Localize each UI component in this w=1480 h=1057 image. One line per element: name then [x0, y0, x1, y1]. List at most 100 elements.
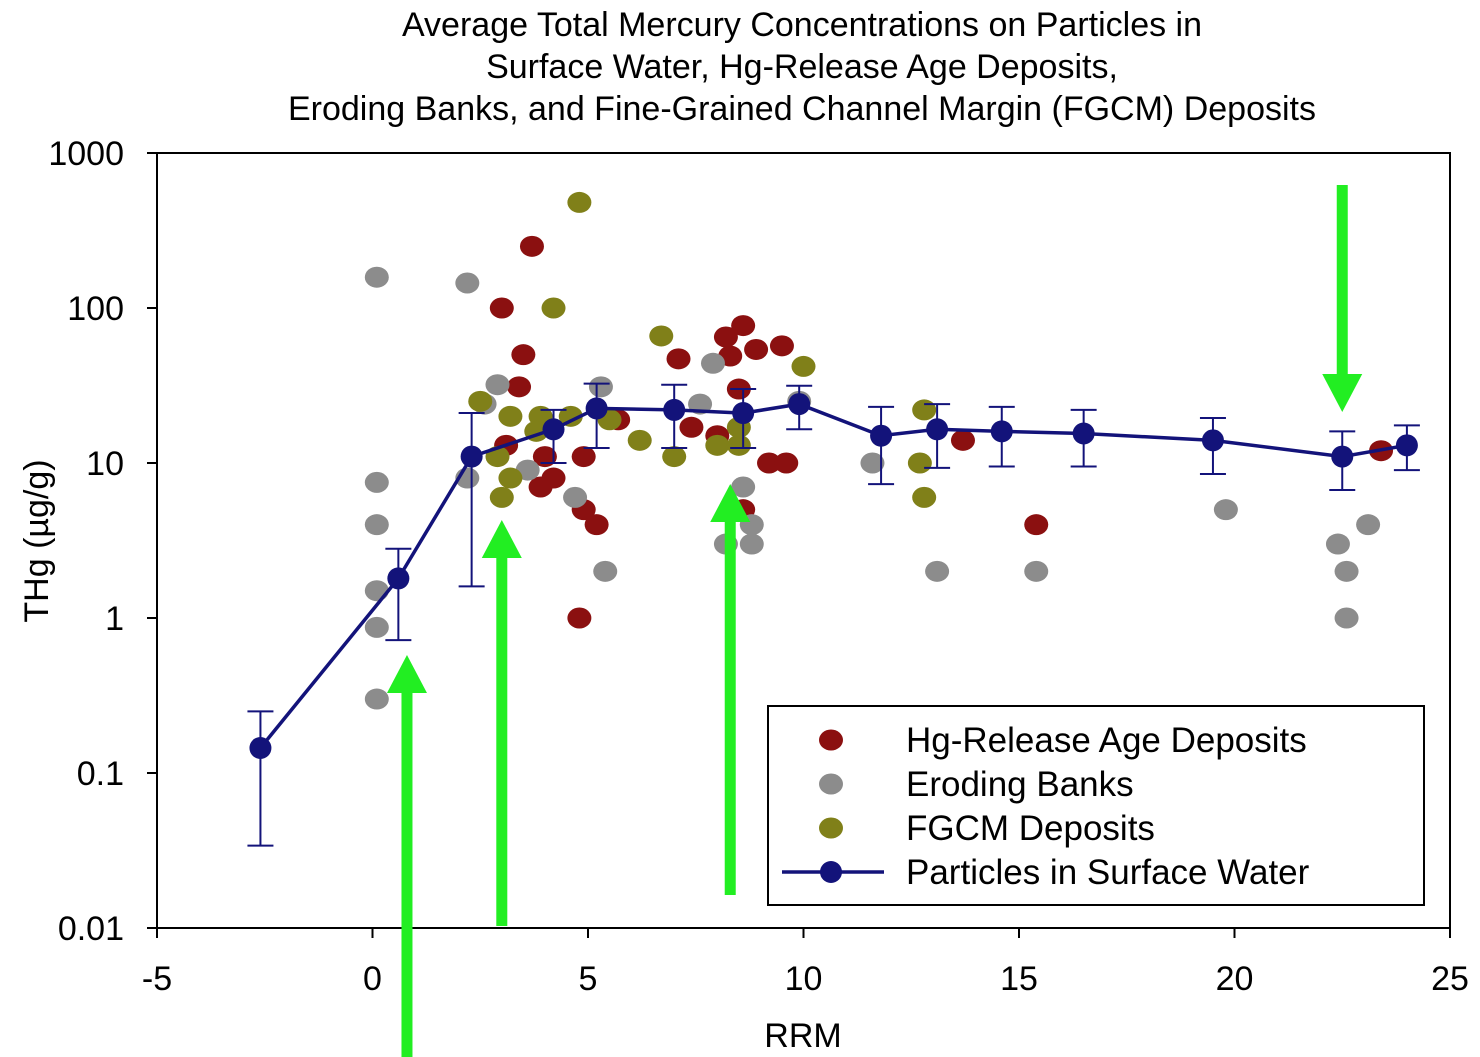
scatter-point — [739, 533, 764, 555]
scatter-point — [1024, 514, 1049, 536]
line-marker — [1331, 445, 1354, 468]
line-marker — [870, 424, 893, 447]
line-marker — [788, 393, 811, 416]
chart-title-line-2: Surface Water, Hg-Release Age Deposits, — [486, 48, 1118, 86]
scatter-point — [468, 390, 493, 412]
line-marker — [990, 420, 1013, 443]
scatter-point — [860, 452, 885, 474]
scatter-point — [498, 405, 523, 427]
scatter-point — [666, 348, 691, 370]
line-marker — [542, 418, 565, 441]
scatter-point — [511, 344, 536, 366]
scatter-point — [541, 297, 566, 319]
line-marker — [926, 418, 949, 441]
scatter-point — [726, 434, 751, 456]
scatter-point — [519, 235, 544, 257]
scatter-point — [769, 335, 794, 357]
scatter-point — [744, 338, 769, 360]
surface-water-series — [247, 382, 1420, 847]
line-marker — [460, 445, 483, 468]
scatter-point — [593, 560, 618, 582]
line-marker — [1072, 422, 1095, 445]
arrow-up-icon — [481, 520, 522, 558]
y-tick-label: 0.01 — [58, 910, 124, 948]
y-tick-label: 10 — [86, 445, 124, 483]
scatter-point — [1334, 607, 1359, 629]
arrow-up-icon — [386, 655, 427, 693]
legend-label: Hg-Release Age Deposits — [906, 721, 1307, 760]
scatter-point — [507, 376, 532, 398]
scatter-point — [627, 429, 652, 451]
x-axis-label: RRM — [764, 1017, 841, 1055]
arrow-down-icon — [1322, 374, 1363, 412]
scatter-point — [907, 452, 932, 474]
scatter-point — [791, 355, 816, 377]
scatter-point — [563, 486, 588, 508]
scatter-point — [1213, 499, 1238, 521]
legend-marker — [819, 729, 843, 751]
legend: Hg-Release Age Deposits Eroding Banks FGCM… — [767, 705, 1425, 906]
y-axis: 0.01 0.1 1 10 100 1000 — [48, 135, 157, 948]
scatter-point — [757, 452, 782, 474]
x-tick-label: 15 — [1000, 960, 1038, 998]
line-marker — [1201, 429, 1224, 452]
y-tick-label: 1 — [105, 600, 124, 638]
scatter-point — [558, 405, 583, 427]
line-marker — [249, 736, 272, 759]
scatter-point — [731, 315, 756, 337]
x-axis: -5 0 5 10 15 20 25 — [142, 928, 1469, 998]
x-tick-label: 25 — [1431, 960, 1469, 998]
y-tick-label: 1000 — [48, 135, 124, 173]
line-marker — [387, 567, 410, 590]
legend-marker — [819, 773, 843, 795]
scatter-points — [364, 191, 1394, 710]
scatter-point — [364, 471, 389, 493]
x-tick-label: 5 — [579, 960, 598, 998]
scatter-point — [455, 272, 480, 294]
scatter-point — [925, 560, 950, 582]
y-tick-label: 0.1 — [77, 755, 124, 793]
scatter-point — [713, 326, 738, 348]
chart-title-line-3: Eroding Banks, and Fine-Grained Channel … — [288, 90, 1316, 128]
chart-title: Average Total Mercury Concentrations on … — [288, 6, 1316, 128]
series-0-points — [489, 235, 1394, 629]
scatter-point — [584, 514, 609, 536]
scatter-point — [364, 580, 389, 602]
scatter-point — [364, 616, 389, 638]
legend-label: Eroding Banks — [906, 765, 1134, 804]
chart-title-line-1: Average Total Mercury Concentrations on … — [402, 6, 1202, 44]
scatter-point — [364, 514, 389, 536]
scatter-point — [1325, 533, 1350, 555]
series-1-points — [364, 266, 1381, 710]
scatter-point — [567, 607, 592, 629]
scatter-point — [662, 446, 687, 468]
scatter-point — [912, 486, 937, 508]
scatter-point — [912, 399, 937, 421]
scatter-point — [1356, 514, 1381, 536]
x-tick-label: -5 — [142, 960, 172, 998]
y-axis-label: THg (µg/g) — [18, 459, 56, 622]
scatter-point — [649, 325, 674, 347]
arrow-up-icon — [710, 484, 751, 522]
scatter-point — [498, 467, 523, 489]
scatter-point — [1024, 560, 1049, 582]
annotation-arrows — [386, 185, 1363, 1057]
line-marker — [1395, 434, 1418, 457]
scatter-point — [679, 416, 704, 438]
scatter-point — [731, 476, 756, 498]
x-tick-label: 10 — [785, 960, 823, 998]
legend-label: Particles in Surface Water — [906, 853, 1310, 892]
legend-marker — [819, 817, 843, 839]
legend-label: FGCM Deposits — [906, 809, 1155, 848]
scatter-point — [364, 688, 389, 710]
legend-marker — [820, 861, 842, 883]
line-marker — [732, 402, 755, 425]
scatter-point — [364, 266, 389, 288]
scatter-point — [485, 374, 510, 396]
scatter-point — [700, 352, 725, 374]
scatter-point — [774, 452, 799, 474]
line-marker — [663, 398, 686, 421]
series-line — [259, 402, 1408, 750]
